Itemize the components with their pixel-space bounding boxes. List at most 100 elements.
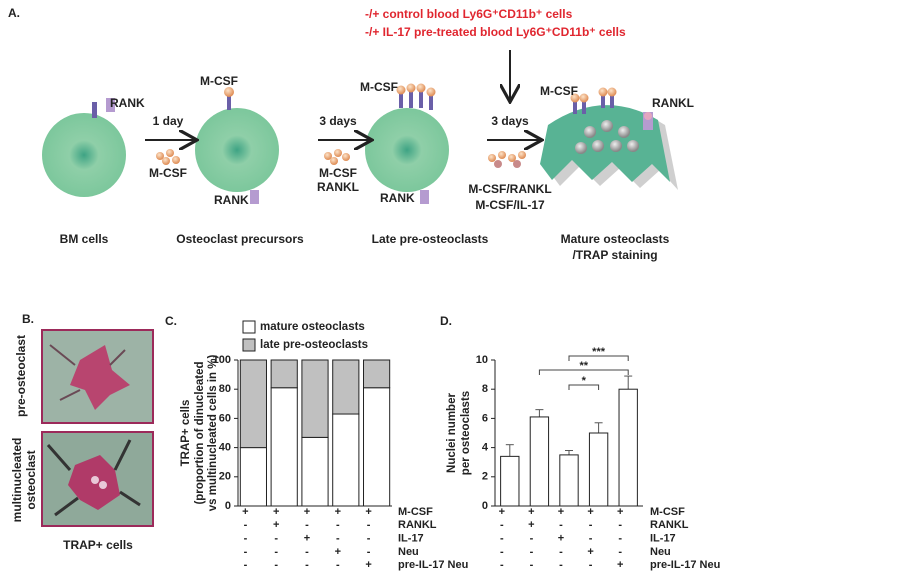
condition-sign: + — [335, 506, 341, 518]
condition-sign: - — [367, 519, 371, 531]
y-tick-label: 20 — [219, 471, 231, 483]
y-axis-label: Nuclei number — [446, 393, 458, 473]
significance-label: * — [582, 375, 587, 387]
image-caption: TRAP+ cells — [63, 538, 133, 552]
condition-name: Neu — [398, 546, 419, 558]
condition-sign: + — [304, 533, 310, 545]
y-axis-label: vs multinucleated cells in %) — [207, 355, 219, 512]
receptor-label: M-CSF — [540, 84, 578, 98]
condition-sign: - — [274, 546, 278, 558]
stage-label: Osteoclast precursors — [176, 232, 304, 246]
image-label: osteoclast — [24, 450, 38, 509]
condition-sign: - — [500, 519, 504, 531]
condition-sign: + — [587, 506, 593, 518]
condition-sign: - — [305, 519, 309, 531]
treatment: -/+ control blood Ly6G⁺CD11b⁺ cells — [365, 7, 573, 21]
panel-label: B. — [22, 312, 34, 326]
y-tick-label: 2 — [482, 471, 488, 483]
bar-segment — [332, 413, 360, 507]
condition-sign: + — [617, 559, 623, 571]
step-time: 3 days — [491, 114, 529, 128]
legend-label: late pre-osteoclasts — [260, 339, 368, 351]
condition-name: RANKL — [398, 519, 437, 531]
condition-name: M-CSF — [398, 506, 433, 518]
step-factor: RANKL — [317, 180, 359, 194]
condition-sign: + — [499, 506, 505, 518]
y-tick-label: 40 — [219, 442, 231, 454]
y-tick-label: 0 — [482, 500, 488, 512]
bar — [588, 432, 609, 507]
y-tick-label: 10 — [476, 354, 488, 366]
step-factor: M-CSF/RANKL — [468, 182, 551, 196]
receptor-label: RANK — [110, 96, 145, 110]
bar-segment — [363, 359, 391, 389]
significance-bracket — [538, 369, 629, 375]
condition-sign: + — [558, 506, 564, 518]
condition-name: IL-17 — [650, 533, 676, 545]
condition-sign: - — [244, 546, 248, 558]
y-tick-label: 0 — [225, 500, 231, 512]
condition-sign: + — [528, 506, 534, 518]
step-factor: M-CSF — [149, 166, 187, 180]
stage-label: /TRAP staining — [572, 248, 657, 262]
condition-name: pre-IL-17 Neu — [650, 559, 720, 571]
condition-sign: + — [273, 506, 279, 518]
panel-label: A. — [8, 6, 20, 20]
bar — [618, 388, 638, 507]
condition-sign: + — [558, 533, 564, 545]
micrographs — [41, 329, 154, 527]
condition-sign: - — [618, 519, 622, 531]
panel-label: D. — [440, 314, 452, 328]
condition-sign: - — [559, 519, 563, 531]
condition-sign: - — [589, 559, 593, 571]
panel-label: C. — [165, 314, 177, 328]
y-tick-label: 80 — [219, 383, 231, 395]
condition-sign: - — [274, 533, 278, 545]
y-tick-label: 60 — [219, 412, 231, 424]
condition-sign: - — [589, 533, 593, 545]
significance-bracket — [568, 384, 600, 390]
condition-sign: - — [336, 559, 340, 571]
condition-sign: - — [559, 559, 563, 571]
condition-sign: + — [242, 506, 248, 518]
step-time: 3 days — [319, 114, 357, 128]
bar-segment — [270, 359, 298, 389]
condition-sign: - — [618, 533, 622, 545]
y-axis-label: (proportion of dinucleated — [194, 361, 206, 504]
condition-sign: - — [530, 559, 534, 571]
step-factor: M-CSF — [319, 166, 357, 180]
bar-segment — [301, 359, 329, 438]
step-factor: M-CSF/IL-17 — [475, 198, 545, 212]
condition-sign: - — [274, 559, 278, 571]
receptor-label: M-CSF — [360, 80, 398, 94]
receptor-label: RANK — [380, 191, 415, 205]
y-axis-label: TRAP+ cells — [180, 400, 192, 467]
condition-sign: - — [336, 519, 340, 531]
condition-sign: - — [530, 546, 534, 558]
legend-swatch — [242, 320, 256, 334]
condition-sign: - — [244, 559, 248, 571]
significance-label: ** — [580, 360, 589, 372]
bar-segment — [270, 387, 298, 507]
condition-name: pre-IL-17 Neu — [398, 559, 468, 571]
stage-label: BM cells — [60, 232, 109, 246]
condition-name: IL-17 — [398, 533, 424, 545]
bar — [529, 416, 550, 507]
y-tick-label: 8 — [482, 383, 488, 395]
condition-sign: - — [367, 533, 371, 545]
condition-sign: - — [336, 533, 340, 545]
receptor-label: RANK — [214, 193, 249, 207]
bar — [500, 455, 520, 507]
condition-sign: - — [244, 533, 248, 545]
receptor-label: M-CSF — [200, 74, 238, 88]
condition-sign: - — [559, 546, 563, 558]
condition-name: RANKL — [650, 519, 689, 531]
y-tick-label: 4 — [482, 442, 489, 454]
image-label: pre-osteoclast — [14, 335, 28, 417]
stage-label: Late pre-osteoclasts — [372, 232, 489, 246]
condition-sign: + — [617, 506, 623, 518]
y-axis-label: per osteoclasts — [460, 391, 472, 475]
bar-segment — [363, 387, 391, 507]
receptor-label: RANKL — [652, 96, 694, 110]
significance-bracket — [568, 355, 629, 361]
